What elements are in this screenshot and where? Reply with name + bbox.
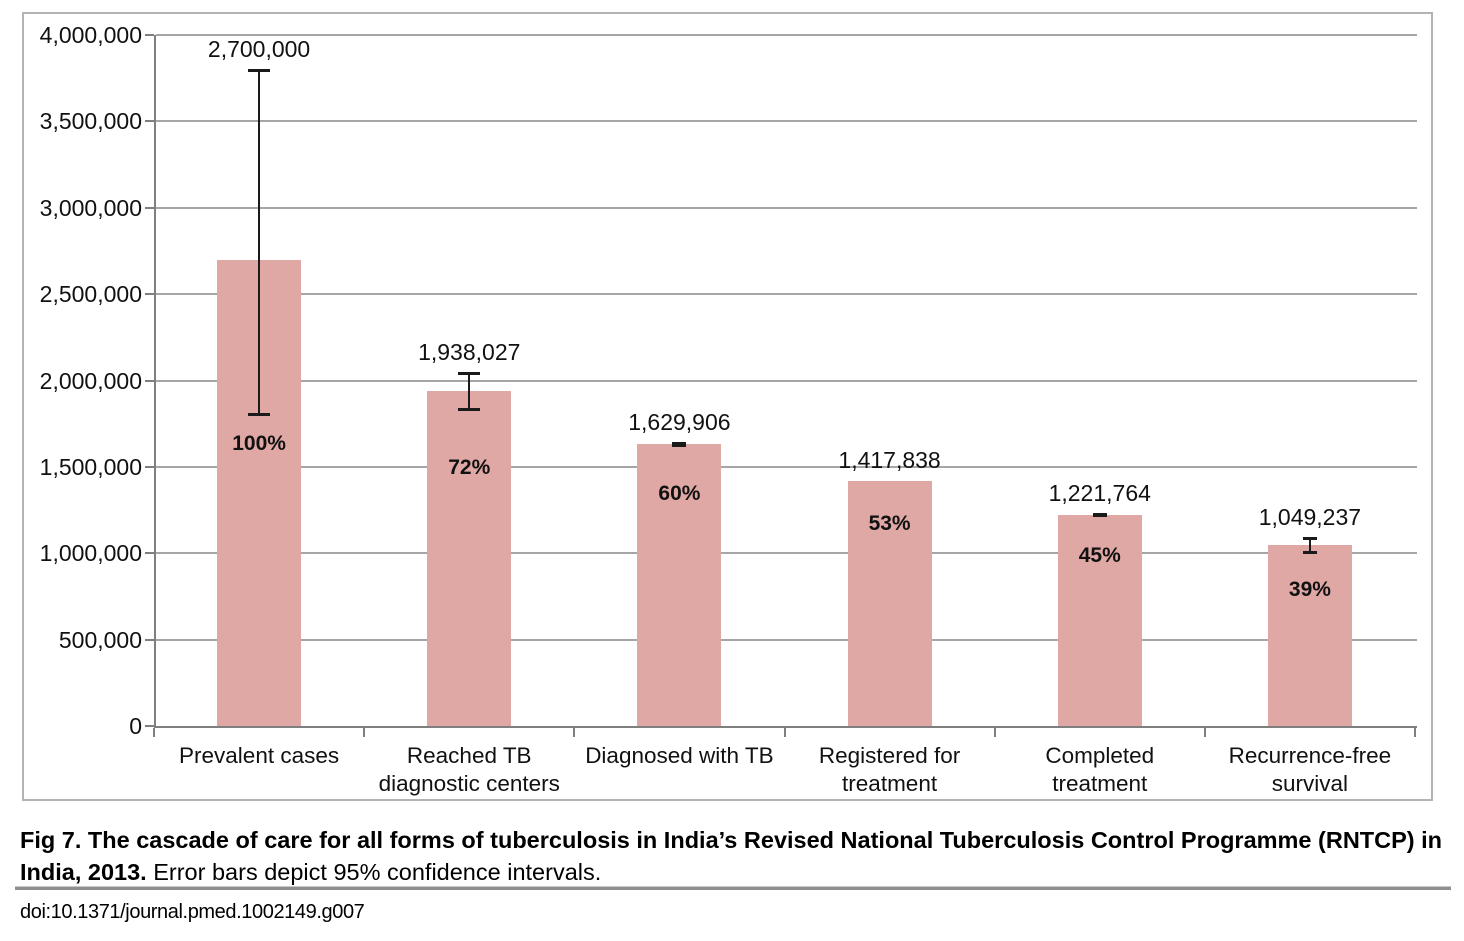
y-axis-tick <box>145 465 154 468</box>
category-label: Diagnosed with TB <box>585 743 774 768</box>
value-label: 1,629,906 <box>628 409 731 436</box>
error-bar-cap-top <box>672 442 687 446</box>
x-axis-tick <box>993 728 996 737</box>
percent-label: 53% <box>868 512 911 536</box>
percent-label: 60% <box>658 482 701 506</box>
y-axis-label: 2,500,000 <box>39 281 142 308</box>
percent-label: 39% <box>1288 577 1331 601</box>
category-label: Prevalent cases <box>179 743 340 768</box>
value-label: 1,417,838 <box>838 447 941 474</box>
y-axis-tick <box>145 638 154 641</box>
y-axis-tick <box>145 725 154 727</box>
figure-caption: Fig 7. The cascade of care for all forms… <box>20 824 1448 888</box>
x-axis-tick <box>783 728 786 737</box>
y-axis-label: 1,000,000 <box>39 540 142 567</box>
value-label: 2,700,000 <box>207 35 311 62</box>
category-label: Registered for treatment <box>818 743 961 796</box>
percent-label: 45% <box>1078 543 1121 567</box>
bar <box>1057 514 1142 726</box>
y-axis-tick <box>145 34 154 36</box>
error-bar-cap-bottom <box>458 407 481 411</box>
category-label: Reached TB diagnostic centers <box>378 743 560 796</box>
y-axis-label: 1,500,000 <box>39 453 142 480</box>
error-bar-cap-top <box>458 371 481 375</box>
figure-caption-title: Fig 7. The cascade of care for all forms… <box>20 827 1443 885</box>
y-axis-tick <box>145 293 154 296</box>
y-axis-label: 3,500,000 <box>39 108 142 135</box>
error-bar-cap-top <box>1302 537 1317 541</box>
y-axis-tick <box>145 379 154 382</box>
y-axis-label: 2,000,000 <box>39 367 142 394</box>
error-bar-line <box>468 372 471 410</box>
y-axis-tick <box>145 120 154 123</box>
value-label: 1,221,764 <box>1048 479 1151 506</box>
value-label: 1,938,027 <box>418 338 521 365</box>
y-axis-label: 500,000 <box>58 626 142 653</box>
x-axis-tick <box>1414 728 1416 737</box>
bar <box>637 444 722 726</box>
error-bar-cap-bottom <box>248 413 271 417</box>
error-bar-cap-bottom <box>1092 514 1107 518</box>
y-axis-tick <box>145 206 154 209</box>
gridline <box>156 120 1417 123</box>
y-axis-label: 4,000,000 <box>39 22 142 48</box>
error-bar-cap-bottom <box>1302 551 1317 555</box>
error-bar-line <box>258 69 261 416</box>
gridline <box>156 206 1417 209</box>
value-label: 1,049,237 <box>1258 504 1362 531</box>
figure-caption-note: Error bars depict 95% confidence interva… <box>146 859 602 885</box>
gridline <box>156 34 1417 36</box>
chart-frame: 0 500,000 1,000,000 1,500,000 2,000,000 2,500… <box>22 12 1433 801</box>
error-bar-cap-bottom <box>672 443 687 447</box>
x-axis-tick <box>153 728 155 737</box>
plot-area <box>154 34 1417 728</box>
error-bar-line <box>1308 538 1311 554</box>
x-axis-tick <box>1203 728 1206 737</box>
x-axis-tick <box>363 728 366 737</box>
x-axis-tick <box>573 728 576 737</box>
y-axis-label: 3,000,000 <box>39 194 142 221</box>
y-axis-tick <box>145 552 154 555</box>
gridline <box>156 293 1417 296</box>
gridline <box>156 465 1417 468</box>
y-axis-label: 0 <box>129 713 142 739</box>
category-label: Recurrence-free survival <box>1228 743 1392 796</box>
error-bar-cap-top <box>248 68 271 72</box>
percent-label: 100% <box>232 431 286 455</box>
doi-text: doi:10.1371/journal.pmed.1002149.g007 <box>20 901 365 923</box>
percent-label: 72% <box>448 456 491 480</box>
caption-divider <box>15 886 1451 890</box>
gridline <box>156 379 1417 382</box>
bar <box>847 481 932 726</box>
bar <box>427 391 512 726</box>
gridline <box>156 552 1417 555</box>
bar <box>1267 544 1352 726</box>
error-bar-cap-top <box>1092 512 1107 516</box>
gridline <box>156 638 1417 641</box>
category-label: Completed treatment <box>1045 743 1155 796</box>
